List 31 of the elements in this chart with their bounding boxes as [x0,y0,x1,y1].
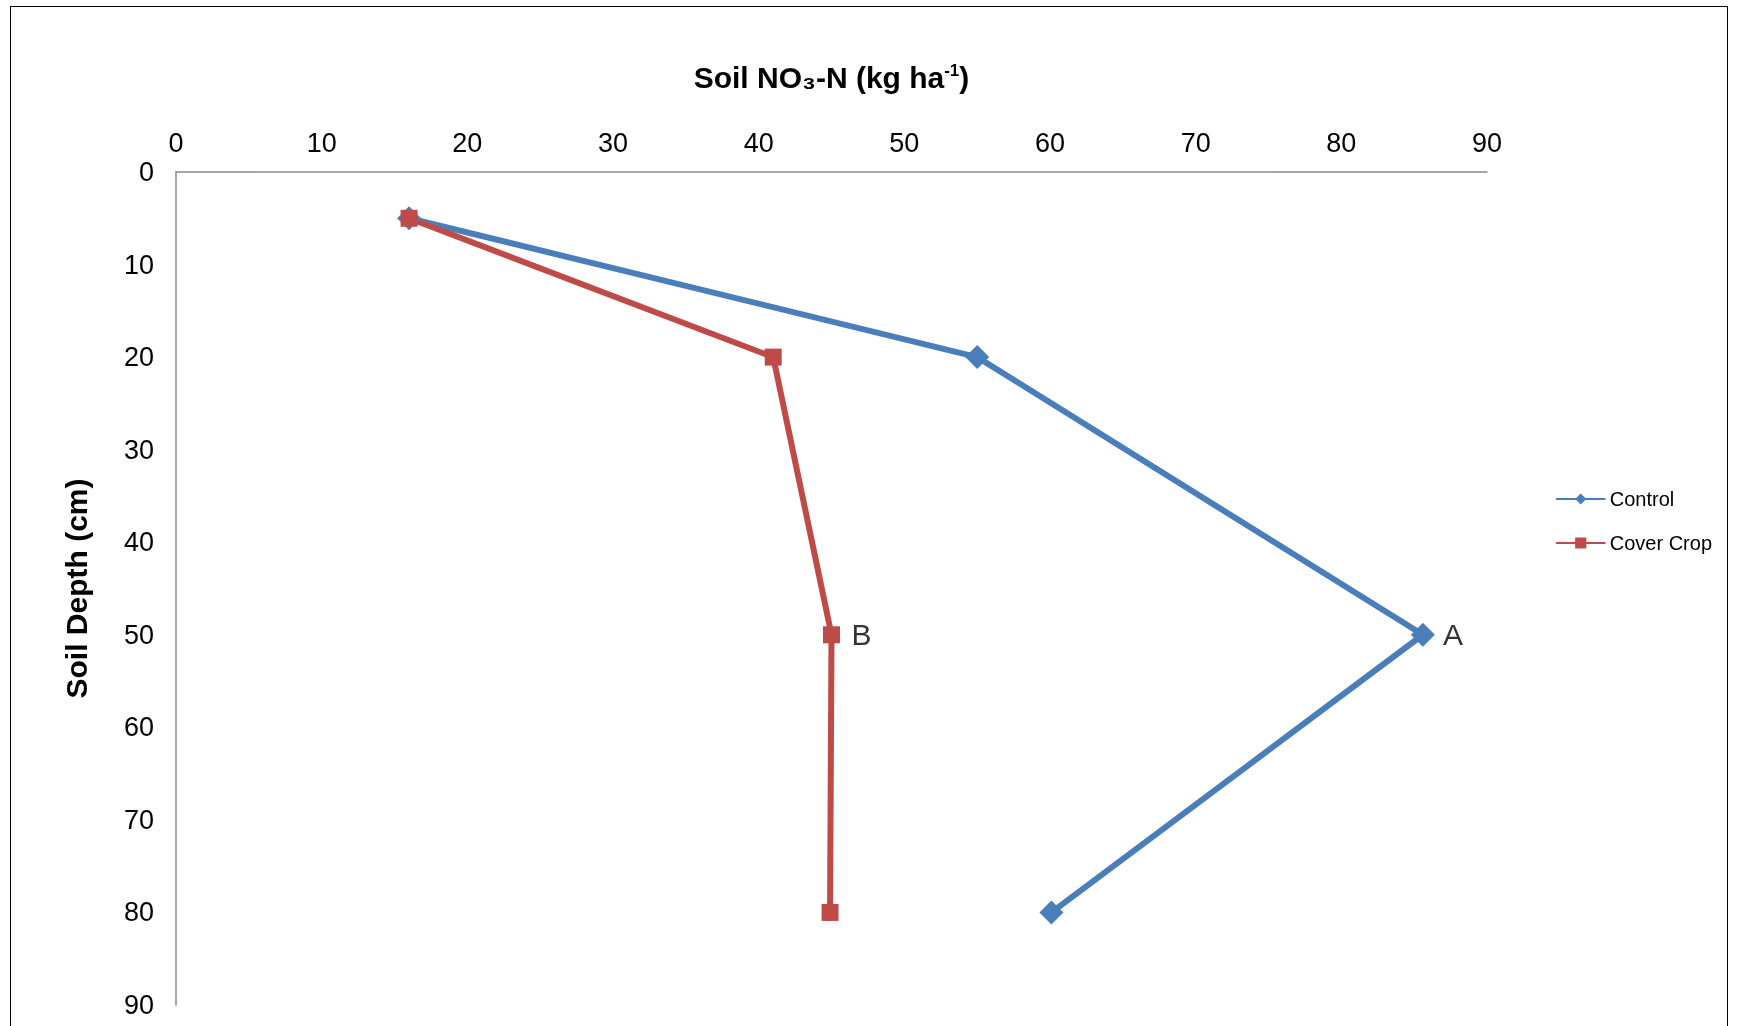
y-tick-label: 70 [123,804,154,835]
x-tick-label: 60 [1034,127,1066,158]
legend-label: Cover Crop [1609,532,1713,554]
point [1410,622,1435,647]
y-tick-label: 80 [123,897,154,928]
x-tick-label: 50 [889,127,920,158]
point [764,348,782,366]
y-tick-label: 60 [123,712,154,743]
y-tick-label: 20 [123,342,154,373]
y-tick-label: 90 [123,990,154,1020]
y-tick-label: 50 [123,619,154,650]
x-tick-label: 20 [452,127,483,158]
x-tick-label: 90 [1471,127,1503,158]
x-tick-label: 80 [1326,127,1357,158]
annotation: A [1442,618,1463,652]
x-tick-label: 40 [743,127,774,158]
x-tick-label: 30 [597,127,629,158]
y-tick-label: 0 [138,157,154,187]
point [823,626,840,644]
y-tick-label: 10 [123,249,154,280]
point [965,345,990,370]
y-axis-title: Soil Depth (cm) [59,478,93,699]
x-tick-label: 0 [168,127,184,158]
y-tick-label: 40 [123,527,154,558]
point [1039,900,1064,925]
annotation: B [851,618,872,652]
x-tick-label: 70 [1180,127,1211,158]
point [821,903,839,921]
y-tick-label: 30 [123,434,154,465]
legend-label: Control [1609,488,1675,510]
x-tick-label: 10 [306,127,337,158]
